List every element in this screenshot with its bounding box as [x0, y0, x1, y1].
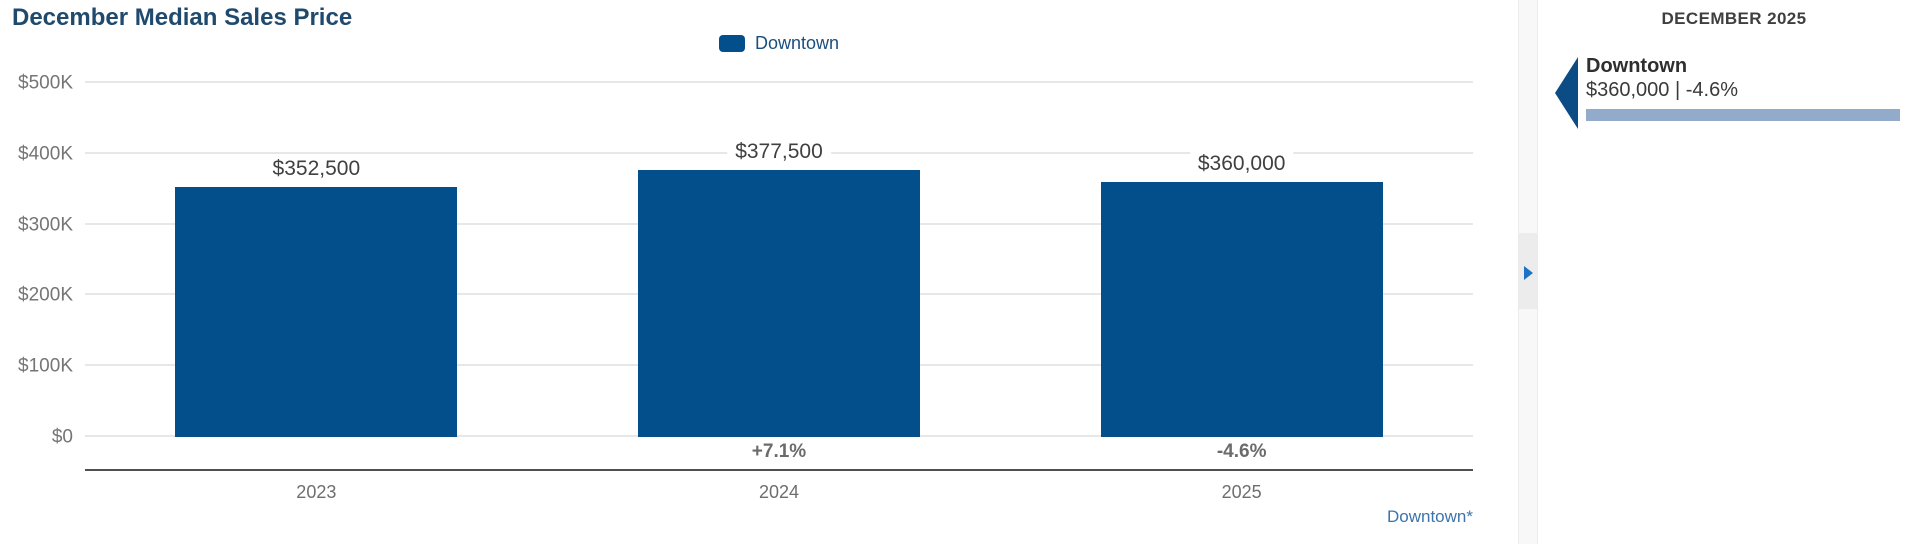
percent-change-row: +7.1% -4.6%: [85, 438, 1473, 469]
bar-value-label: $360,000: [1189, 152, 1294, 177]
legend: Downtown: [85, 33, 1473, 53]
entry-name: Downtown: [1586, 55, 1688, 77]
bar-value-label: $352,500: [264, 157, 369, 182]
bar-chart-plot-area: $352,500 $377,500 $360,000: [85, 81, 1473, 437]
bar-value-label: $377,500: [727, 139, 831, 164]
percent-change-label: -4.6%: [1216, 441, 1267, 462]
entry-comparison-bar: [1586, 109, 1900, 121]
y-tick-label: $200K: [18, 284, 73, 306]
x-axis-line: [85, 469, 1473, 471]
footer-link-row: Downtown*: [85, 507, 1473, 527]
y-tick-label: $500K: [18, 72, 73, 94]
x-axis-label-2024: 2024: [758, 482, 800, 502]
x-axis-labels: 2023 2024 2025: [85, 474, 1473, 502]
downtown-footnote-link[interactable]: Downtown*: [1387, 507, 1473, 526]
side-panel-entry-downtown[interactable]: Downtown $360,000 | -4.6%: [1548, 55, 1920, 129]
percent-change-label: +7.1%: [751, 441, 807, 462]
panel-divider[interactable]: [1518, 0, 1538, 544]
side-panel: DECEMBER 2025 Downtown $360,000 | -4.6%: [1548, 0, 1920, 544]
chart-title: December Median Sales Price: [12, 4, 353, 31]
left-triangle-pointer-icon: [1555, 57, 1578, 129]
bar-2024[interactable]: [638, 169, 920, 437]
y-tick-label: $0: [51, 426, 73, 448]
bar-2023[interactable]: [175, 187, 458, 437]
y-axis: $0 $100K $200K $300K $400K $500K: [0, 74, 73, 447]
chevron-right-icon[interactable]: [1524, 266, 1533, 280]
y-tick-label: $300K: [18, 214, 73, 236]
x-axis-label-2023: 2023: [296, 482, 337, 502]
gridline-$500K: [85, 81, 1473, 83]
y-tick-label: $400K: [18, 143, 73, 165]
legend-label: Downtown: [754, 32, 840, 53]
side-panel-header: DECEMBER 2025: [1661, 9, 1807, 28]
y-tick-label: $100K: [18, 355, 73, 377]
bar-2025[interactable]: [1100, 182, 1383, 437]
legend-swatch-icon: [718, 34, 745, 52]
x-axis-label-2025: 2025: [1221, 482, 1262, 502]
entry-value: $360,000 | -4.6%: [1586, 79, 1738, 101]
entry-content: Downtown $360,000 | -4.6%: [1586, 55, 1920, 129]
